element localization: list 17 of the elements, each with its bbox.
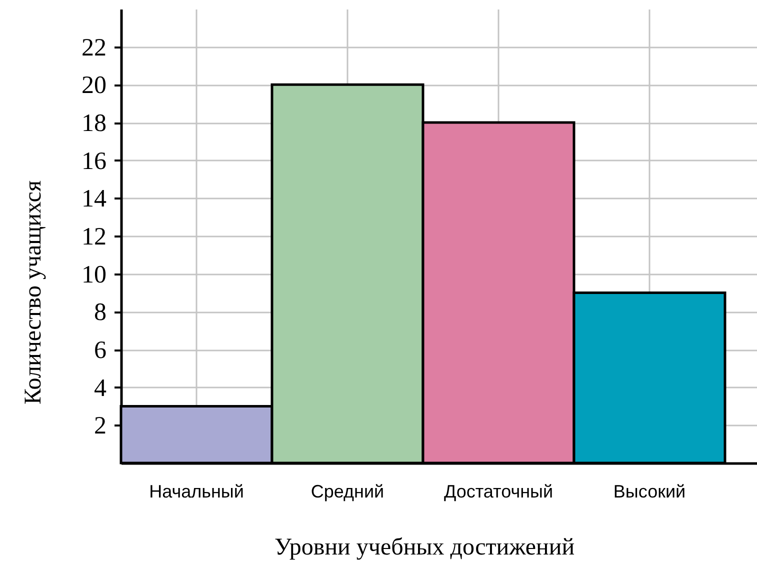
y-tick-label: 18 <box>82 110 106 137</box>
y-tick-label: 20 <box>82 72 106 100</box>
y-tick-label: 10 <box>82 261 106 288</box>
y-tick-label: 12 <box>82 224 106 250</box>
x-tick-label: Средний <box>310 482 384 502</box>
x-tick-label: Высокий <box>613 482 686 502</box>
y-tick-label: 16 <box>82 148 106 175</box>
x-axis-title: Уровни учебных достижений <box>274 534 575 560</box>
y-tick-label: 6 <box>94 337 106 364</box>
y-tick-label: 2 <box>94 412 106 440</box>
y-tick-label: 22 <box>82 34 106 62</box>
y-tick-label: 4 <box>94 374 107 402</box>
x-tick-label: Начальный <box>149 482 244 502</box>
x-tick-label: Достаточный <box>444 482 554 502</box>
y-tick-label: 14 <box>82 186 107 213</box>
y-axis-title: Количество учащихся <box>20 180 46 404</box>
y-tick-label: 8 <box>94 299 106 326</box>
